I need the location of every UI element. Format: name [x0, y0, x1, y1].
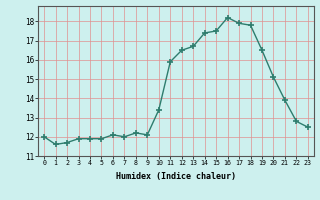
X-axis label: Humidex (Indice chaleur): Humidex (Indice chaleur) — [116, 172, 236, 181]
